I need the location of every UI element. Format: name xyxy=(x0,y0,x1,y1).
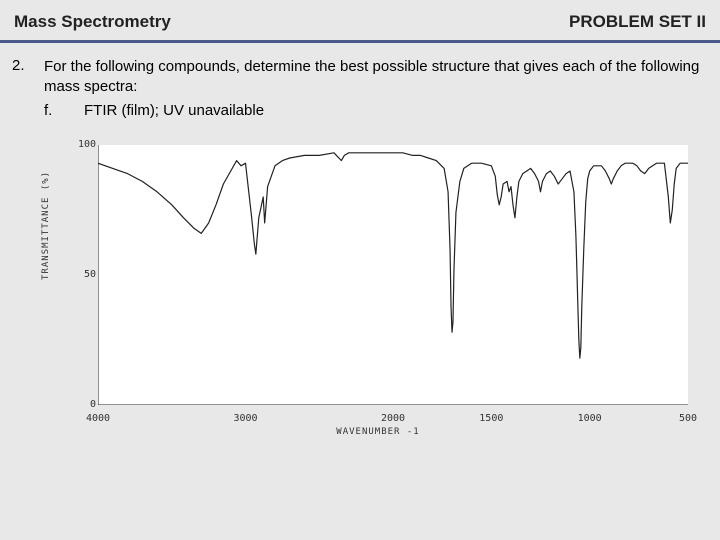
x-tick-label: 1000 xyxy=(578,413,602,424)
y-axis-label: TRANSMITTANCE (%) xyxy=(41,171,51,280)
x-tick-label: 1500 xyxy=(479,413,503,424)
question-text: For the following compounds, determine t… xyxy=(44,57,708,98)
question-number: 2. xyxy=(12,57,44,98)
ftir-chart: TRANSMITTANCE (%) WAVENUMBER -1 05010040… xyxy=(58,145,698,445)
y-tick-label: 0 xyxy=(72,399,96,410)
header-title-right: PROBLEM SET II xyxy=(569,12,706,32)
sub-question-label: f. xyxy=(44,102,84,119)
sub-question-row: f. FTIR (film); UV unavailable xyxy=(0,100,720,125)
sub-question-text: FTIR (film); UV unavailable xyxy=(84,102,264,119)
x-tick-label: 3000 xyxy=(233,413,257,424)
page-header: Mass Spectrometry PROBLEM SET II xyxy=(0,0,720,43)
x-tick-label: 2000 xyxy=(381,413,405,424)
x-tick-label: 500 xyxy=(679,413,697,424)
x-tick-label: 4000 xyxy=(86,413,110,424)
spectrum-svg xyxy=(98,145,688,405)
y-tick-label: 50 xyxy=(72,269,96,280)
y-tick-label: 100 xyxy=(72,139,96,150)
question-row: 2. For the following compounds, determin… xyxy=(0,43,720,100)
header-title-left: Mass Spectrometry xyxy=(14,12,171,32)
x-axis-label: WAVENUMBER -1 xyxy=(336,427,419,437)
